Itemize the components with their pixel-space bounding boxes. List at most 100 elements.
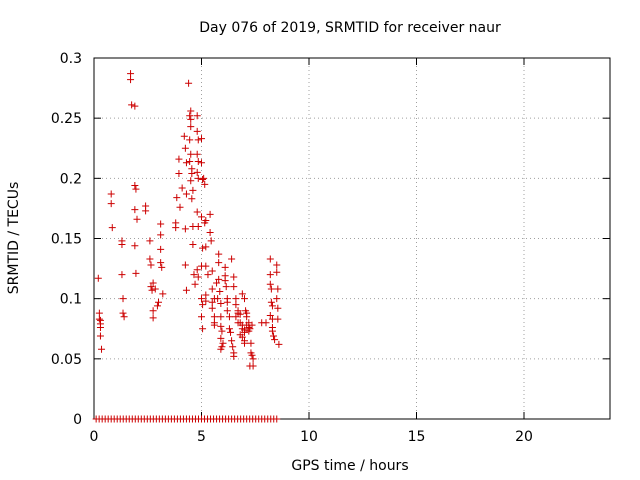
data-point	[118, 241, 126, 249]
data-point	[241, 295, 248, 303]
data-point	[133, 215, 141, 223]
data-point	[149, 314, 157, 322]
data-point	[176, 203, 184, 211]
data-point	[193, 266, 201, 274]
data-point	[157, 220, 165, 228]
data-point	[146, 237, 154, 245]
data-point	[158, 263, 166, 271]
data-point	[189, 186, 197, 194]
data-point	[267, 285, 275, 293]
data-point	[131, 102, 139, 110]
data-point	[232, 313, 240, 321]
data-point	[193, 127, 201, 135]
data-point	[241, 339, 248, 347]
data-point	[198, 295, 205, 303]
data-point	[199, 301, 207, 309]
data-point	[215, 275, 223, 283]
data-point	[217, 299, 225, 307]
data-point	[202, 243, 210, 251]
data-point	[198, 135, 205, 143]
chart-title: Day 076 of 2019, SRMTID for receiver nau…	[199, 20, 501, 36]
data-point	[248, 321, 256, 329]
data-point	[175, 170, 183, 178]
data-point	[180, 132, 188, 140]
data-point	[236, 310, 244, 318]
data-point	[188, 195, 196, 203]
data-point	[95, 315, 103, 323]
data-point	[128, 101, 136, 109]
data-point	[229, 343, 237, 351]
data-point	[120, 313, 128, 321]
y-tick-label: 0.3	[60, 51, 82, 67]
data-point	[221, 277, 229, 285]
data-point	[107, 200, 115, 208]
data-point	[149, 279, 157, 287]
data-point	[186, 136, 194, 144]
data-point	[190, 271, 198, 279]
data-point	[248, 351, 256, 359]
data-point	[193, 112, 201, 120]
data-point	[193, 150, 201, 158]
data-point	[96, 332, 104, 340]
data-point	[153, 302, 161, 310]
data-point	[187, 115, 195, 123]
data-point	[273, 268, 281, 276]
data-point	[194, 157, 202, 165]
data-point	[132, 269, 140, 277]
x-tick-label: 15	[408, 429, 426, 445]
data-point	[187, 107, 195, 115]
y-tick-label: 0.15	[51, 232, 82, 248]
data-point	[270, 332, 278, 340]
data-point	[118, 271, 126, 279]
data-point	[181, 144, 189, 152]
data-point	[173, 194, 181, 202]
data-point	[201, 180, 209, 188]
data-point	[208, 304, 216, 312]
data-point	[216, 287, 224, 295]
data-point	[201, 219, 209, 227]
data-point	[108, 224, 116, 232]
data-point	[199, 176, 207, 184]
data-point	[200, 174, 208, 182]
data-point	[213, 279, 221, 287]
data-point	[218, 327, 226, 335]
data-point	[210, 321, 218, 329]
data-point	[228, 255, 236, 263]
data-point	[147, 283, 155, 291]
data-point	[208, 298, 216, 306]
data-point	[241, 328, 248, 336]
data-point	[227, 328, 235, 336]
data-point	[199, 325, 207, 333]
data-point	[131, 242, 139, 250]
x-axis-label: GPS time / hours	[291, 458, 408, 474]
data-point	[223, 307, 231, 315]
data-point	[230, 352, 238, 360]
data-point	[182, 190, 190, 198]
data-point	[228, 337, 236, 345]
x-tick-label: 20	[515, 429, 533, 445]
data-point	[266, 271, 274, 279]
data-point	[268, 302, 276, 310]
data-point	[268, 327, 276, 335]
y-tick-label: 0	[73, 412, 82, 428]
data-point	[214, 295, 222, 303]
data-point	[204, 271, 212, 279]
data-point	[175, 155, 183, 163]
data-point	[198, 313, 205, 321]
data-point	[187, 150, 195, 158]
data-point	[274, 304, 282, 312]
data-point	[98, 345, 106, 353]
data-point	[185, 79, 193, 87]
data-point-zero	[273, 415, 281, 423]
data-point	[215, 259, 223, 267]
data-point	[94, 274, 102, 282]
data-point	[217, 313, 225, 321]
data-point	[219, 339, 227, 347]
data-point	[262, 319, 270, 327]
data-point	[95, 309, 103, 317]
data-point	[157, 231, 165, 239]
data-point	[127, 70, 135, 78]
data-point	[193, 208, 201, 216]
data-point	[217, 345, 225, 353]
data-point	[222, 283, 230, 291]
